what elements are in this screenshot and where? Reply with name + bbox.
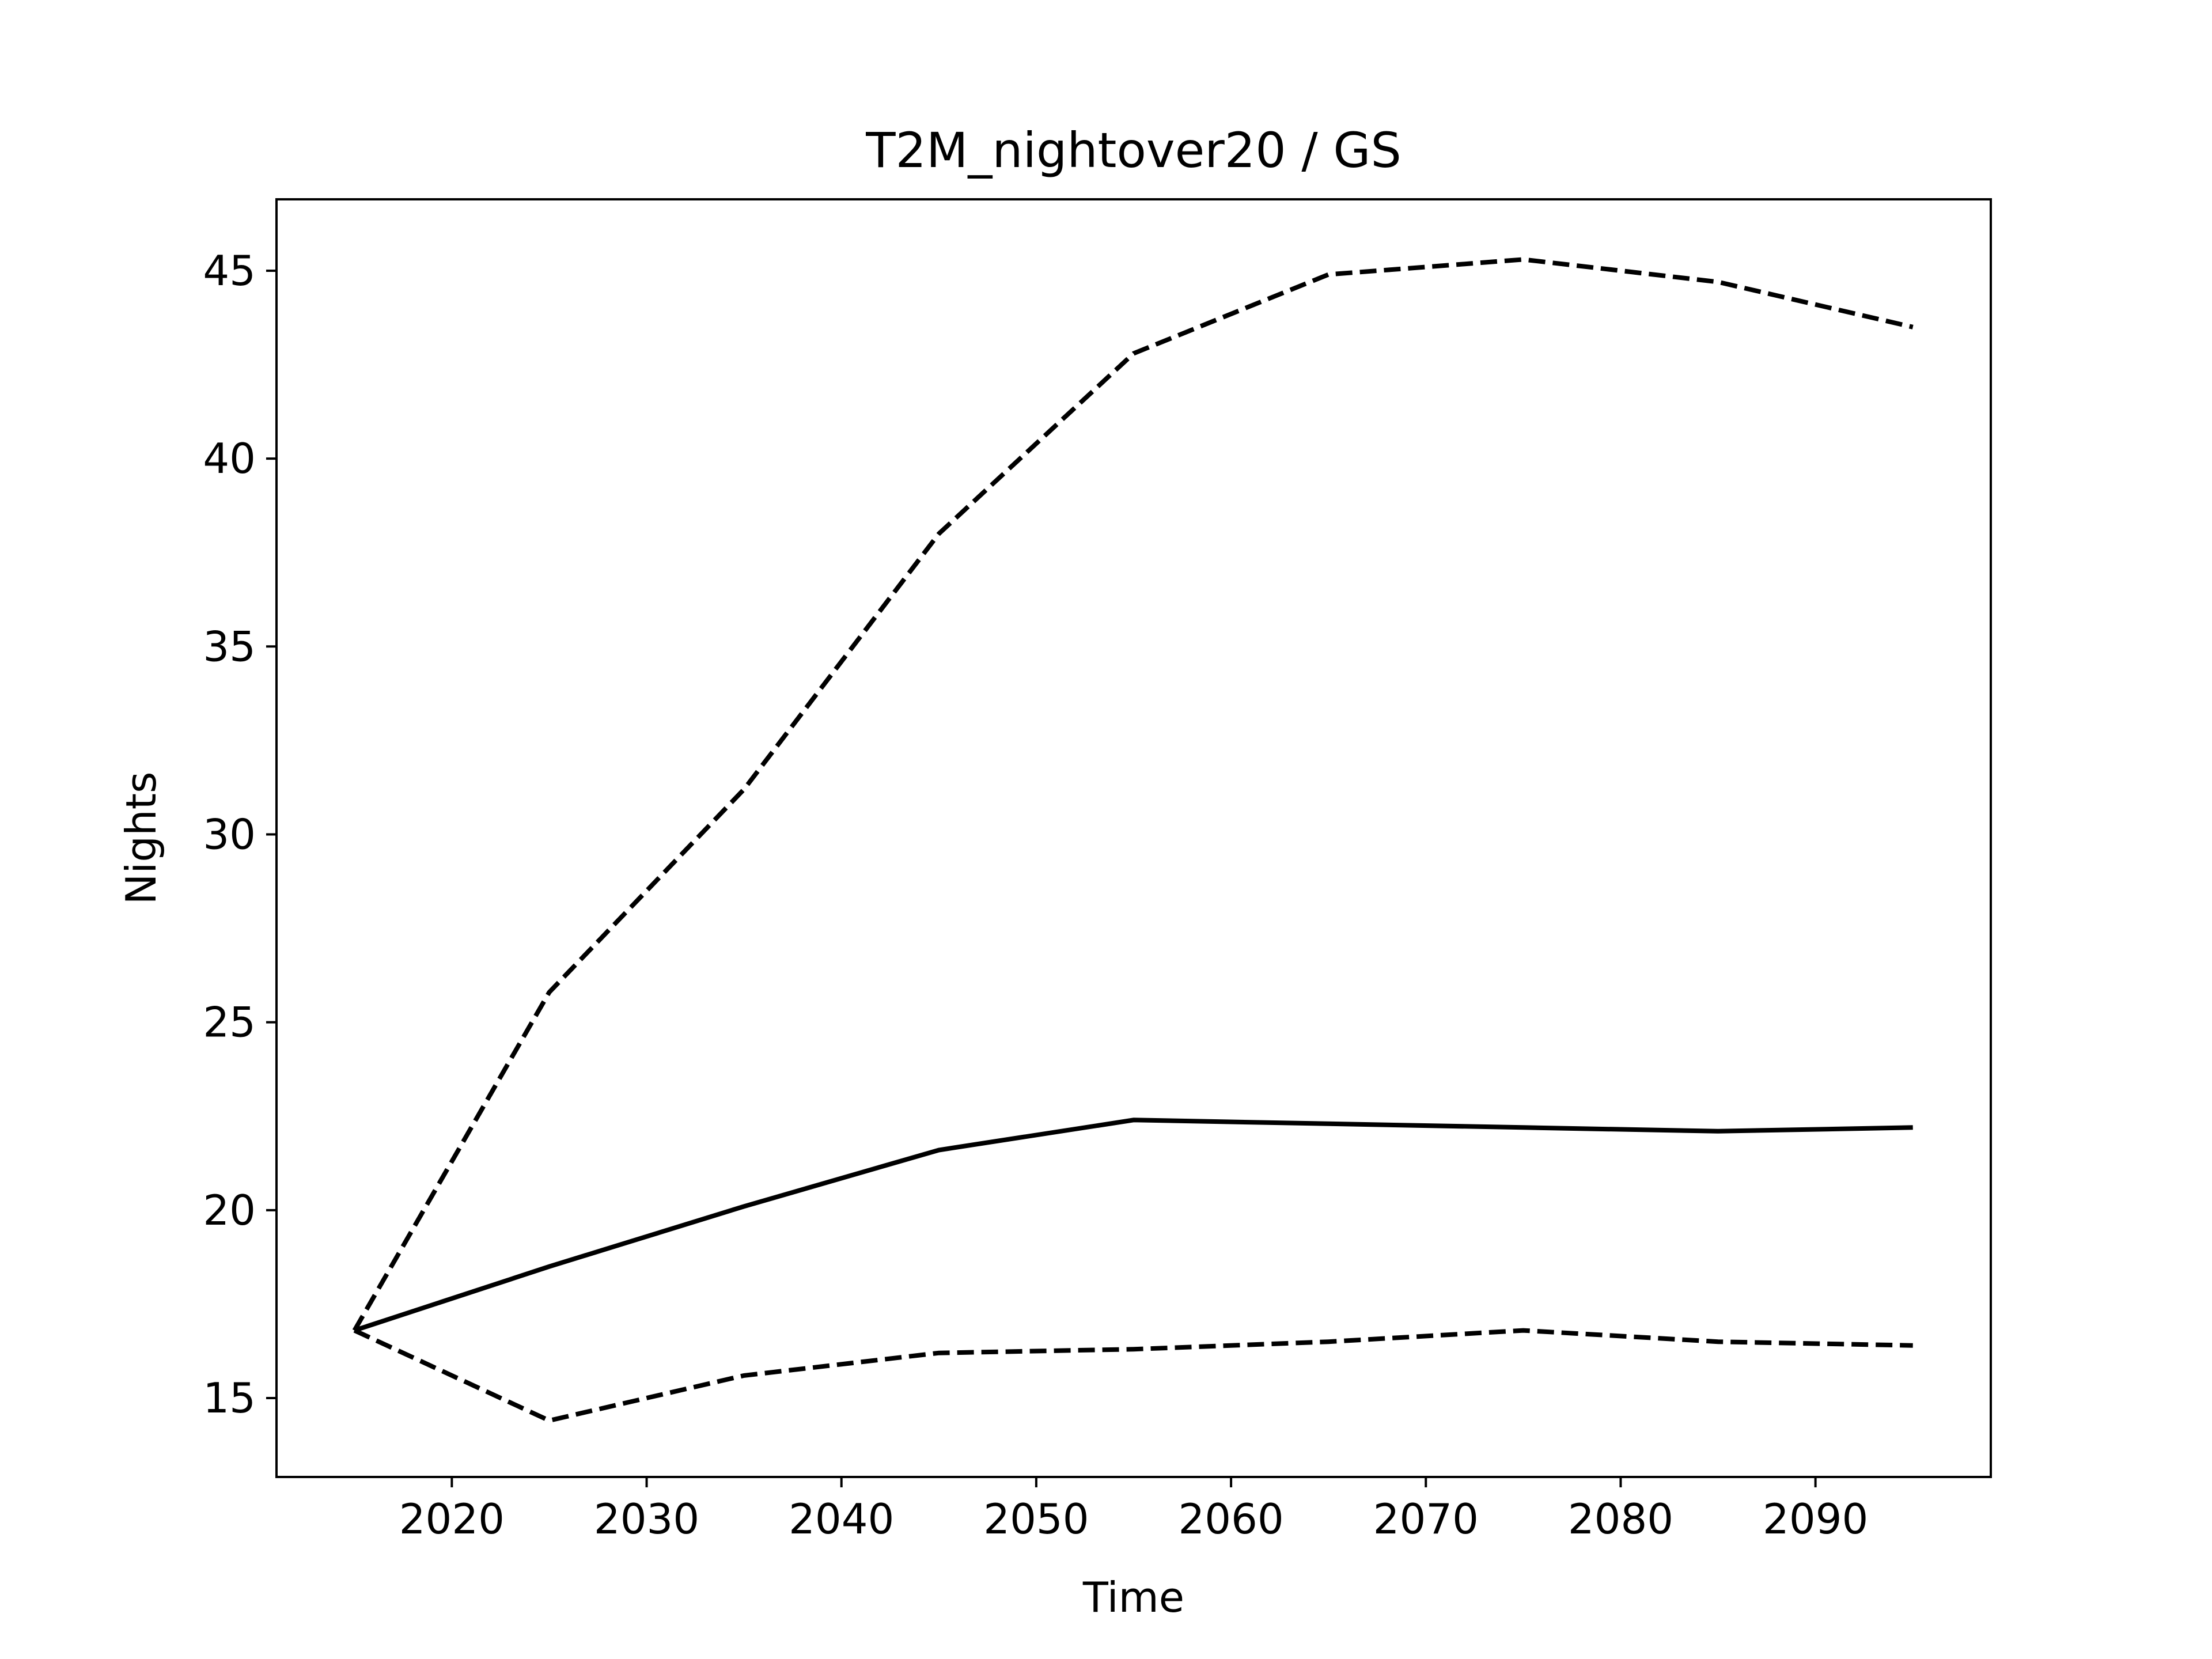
x-tick-label: 2020 [399,1495,505,1543]
x-tick-label: 2080 [1568,1495,1673,1543]
y-tick-label: 45 [203,247,256,295]
y-tick-label: 35 [203,622,256,671]
x-tick-label: 2090 [1763,1495,1868,1543]
y-axis-label: Nights [117,772,165,905]
x-tick-label: 2040 [789,1495,894,1543]
y-tick-label: 15 [203,1374,256,1422]
y-tick-label: 40 [203,434,256,483]
series-line-3 [353,1328,1913,1423]
y-tick-label: 30 [203,810,256,858]
series-line-2 [354,1118,1913,1333]
series-layer [352,257,1914,1423]
y-tick-label: 20 [203,1186,256,1234]
series-line-1 [352,257,1914,1332]
x-tick-label: 2060 [1178,1495,1283,1543]
plot-frame [275,198,1992,1478]
x-tick-label: 2070 [1373,1495,1479,1543]
x-axis-ticks: 2020 2030 2040 2050 2060 2070 2080 2090 [399,1477,1868,1543]
x-tick-label: 2030 [594,1495,699,1543]
y-tick-label: 25 [203,998,256,1047]
y-axis-ticks: 15 20 25 30 35 40 45 [203,247,276,1422]
x-axis-label: Time [1082,1573,1184,1622]
x-tick-label: 2050 [983,1495,1089,1543]
chart-title: T2M_nightover20 / GS [865,122,1402,179]
